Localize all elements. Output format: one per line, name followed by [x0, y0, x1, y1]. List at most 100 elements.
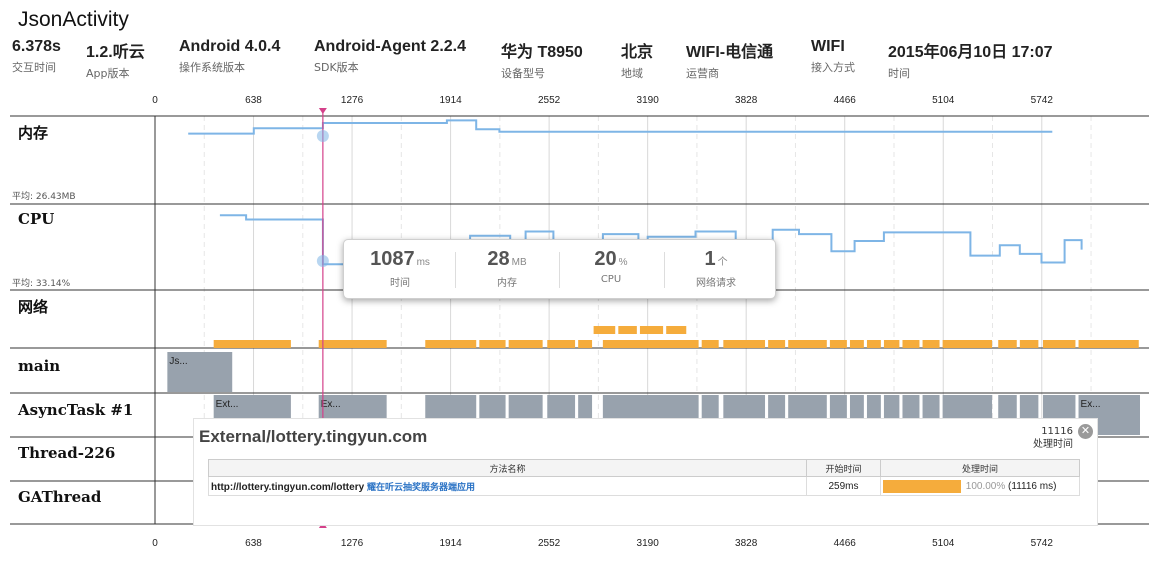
axis-bottom-tick: 5742 — [1031, 538, 1054, 549]
network-request-bar — [547, 340, 576, 348]
app-title: JsonActivity — [18, 8, 129, 31]
thread-segment-label: Ex... — [1081, 399, 1101, 410]
meta-sdk-version: Android-Agent 2.2.4 SDK版本 — [314, 38, 467, 74]
axis-top-tick: 2552 — [538, 95, 561, 106]
thread-segment — [167, 352, 233, 392]
axis-top-tick: 5104 — [932, 95, 955, 106]
axis-bottom-tick: 1914 — [439, 538, 462, 549]
cpu-average: 平均: 33.14% — [12, 277, 71, 289]
method-table: 方法名称 开始时间 处理时间 http://lottery.tingyun.co… — [208, 459, 1080, 496]
duration-ms: (11116 ms) — [1008, 480, 1057, 492]
network-request-bar — [788, 340, 827, 348]
axis-bottom-tick: 0 — [152, 538, 158, 549]
duration-bar-fill — [883, 479, 961, 493]
axis-bottom-tick: 2552 — [538, 538, 561, 549]
table-row[interactable]: http://lottery.tingyun.com/lottery 耀在听云抽… — [208, 476, 1080, 496]
thread-segment-label: Ext... — [216, 399, 239, 410]
network-request-bar — [723, 340, 766, 348]
tooltip-separator — [455, 252, 456, 288]
network-request-bar — [1078, 340, 1139, 348]
axis-bottom-tick: 4466 — [834, 538, 857, 549]
network-request-bar — [508, 340, 543, 348]
start-time-cell: 259ms — [806, 476, 881, 496]
row-label-network: 网络 — [18, 298, 48, 316]
tooltip-cpu: 20% CPU — [594, 248, 628, 285]
duration-cell: 100.00% (11116 ms) — [880, 476, 1080, 496]
meta-region: 北京 地域 — [621, 44, 654, 80]
axis-top-tick: 4466 — [834, 95, 857, 106]
network-request-bar — [849, 340, 864, 348]
network-request-bar — [866, 340, 881, 348]
meta-interaction-time: 6.378s 交互时间 — [12, 38, 61, 74]
column-method-name[interactable]: 方法名称 — [208, 459, 807, 477]
column-start-time[interactable]: 开始时间 — [806, 459, 881, 477]
axis-bottom-tick: 3190 — [637, 538, 660, 549]
network-request-bar — [593, 326, 616, 334]
row-label-gathread: GAThread — [18, 488, 102, 506]
meta-device-model: 华为 T8950 设备型号 — [501, 44, 583, 80]
meta-os-version: Android 4.0.4 操作系统版本 — [179, 38, 281, 74]
network-request-bar — [578, 340, 593, 348]
axis-top-tick: 1914 — [439, 95, 462, 106]
network-request-bar — [768, 340, 786, 348]
network-request-bar — [883, 340, 900, 348]
memory-cursor-point — [316, 130, 329, 142]
request-detail-popup: External/lottery.tingyun.com 11116 处理时间 … — [193, 418, 1098, 526]
axis-bottom-tick: 638 — [245, 538, 262, 549]
row-label-main: main — [18, 357, 60, 375]
network-request-bar — [942, 340, 993, 348]
axis-top-tick: 3828 — [735, 95, 758, 106]
cursor-top-marker — [318, 108, 327, 114]
network-request-bar — [318, 340, 387, 348]
duration-bar — [883, 479, 961, 493]
axis-top-tick: 0 — [152, 95, 158, 106]
network-request-bar — [602, 340, 699, 348]
axis-top-tick: 638 — [245, 95, 262, 106]
network-request-bar — [639, 326, 664, 334]
cpu-cursor-point — [316, 255, 329, 267]
meta-carrier: WIFI-电信通 运营商 — [686, 44, 774, 80]
thread-segment-label: Ex... — [321, 399, 341, 410]
memory-line — [188, 119, 1053, 135]
tooltip-separator — [664, 252, 665, 288]
network-request-bar — [1019, 340, 1039, 348]
axis-top: 0 638 1276 1914 2552 3190 3828 4466 5104 5742 — [152, 95, 1053, 106]
tooltip-separator — [559, 252, 560, 288]
network-request-bar — [425, 340, 477, 348]
network-request-bar — [701, 340, 719, 348]
thread-segment-label: Js... — [169, 356, 187, 367]
row-label-asynctask: AsyncTask #1 — [17, 401, 133, 419]
network-request-bar — [618, 326, 637, 334]
axis-bottom-tick: 5104 — [932, 538, 955, 549]
row-label-memory: 内存 — [18, 124, 48, 142]
meta-app-version: 1.2.听云 App版本 — [86, 44, 145, 80]
tooltip-memory: 28 MB 内存 — [487, 248, 527, 289]
duration-percent: 100.00% — [965, 480, 1006, 492]
column-duration[interactable]: 处理时间 — [880, 459, 1080, 477]
row-label-cpu: CPU — [18, 210, 54, 228]
network-request-bar — [922, 340, 940, 348]
network-request-bar — [479, 340, 506, 348]
network-request-bar — [902, 340, 920, 348]
network-request-bar — [998, 340, 1017, 348]
tooltip-time: 1087 ms 时间 — [370, 248, 430, 289]
meta-access-type: WIFI 接入方式 — [811, 38, 855, 74]
detail-duration: 11116 处理时间 — [1033, 426, 1073, 450]
network-request-bar — [213, 340, 291, 348]
network-request-bar — [829, 340, 847, 348]
network-request-bar — [1043, 340, 1076, 348]
detail-title: External/lottery.tingyun.com — [199, 427, 428, 446]
application-link[interactable]: 耀在听云抽奖服务器端应用 — [366, 482, 475, 493]
axis-top-tick: 1276 — [341, 95, 364, 106]
axis-bottom: 0 638 1276 1914 2552 3190 3828 4466 5104 5742 — [152, 538, 1053, 549]
network-request-bar — [666, 326, 687, 334]
session-meta: 6.378s 交互时间 1.2.听云 App版本 Android 4.0.4 操… — [0, 38, 1169, 80]
network-requests[interactable] — [213, 326, 1139, 348]
method-url: http://lottery.tingyun.com/lottery — [211, 481, 365, 493]
memory-average: 平均: 26.43MB — [12, 190, 76, 202]
close-icon[interactable]: ✕ — [1078, 424, 1093, 439]
axis-top-tick: 3190 — [637, 95, 660, 106]
axis-top-tick: 5742 — [1031, 95, 1054, 106]
